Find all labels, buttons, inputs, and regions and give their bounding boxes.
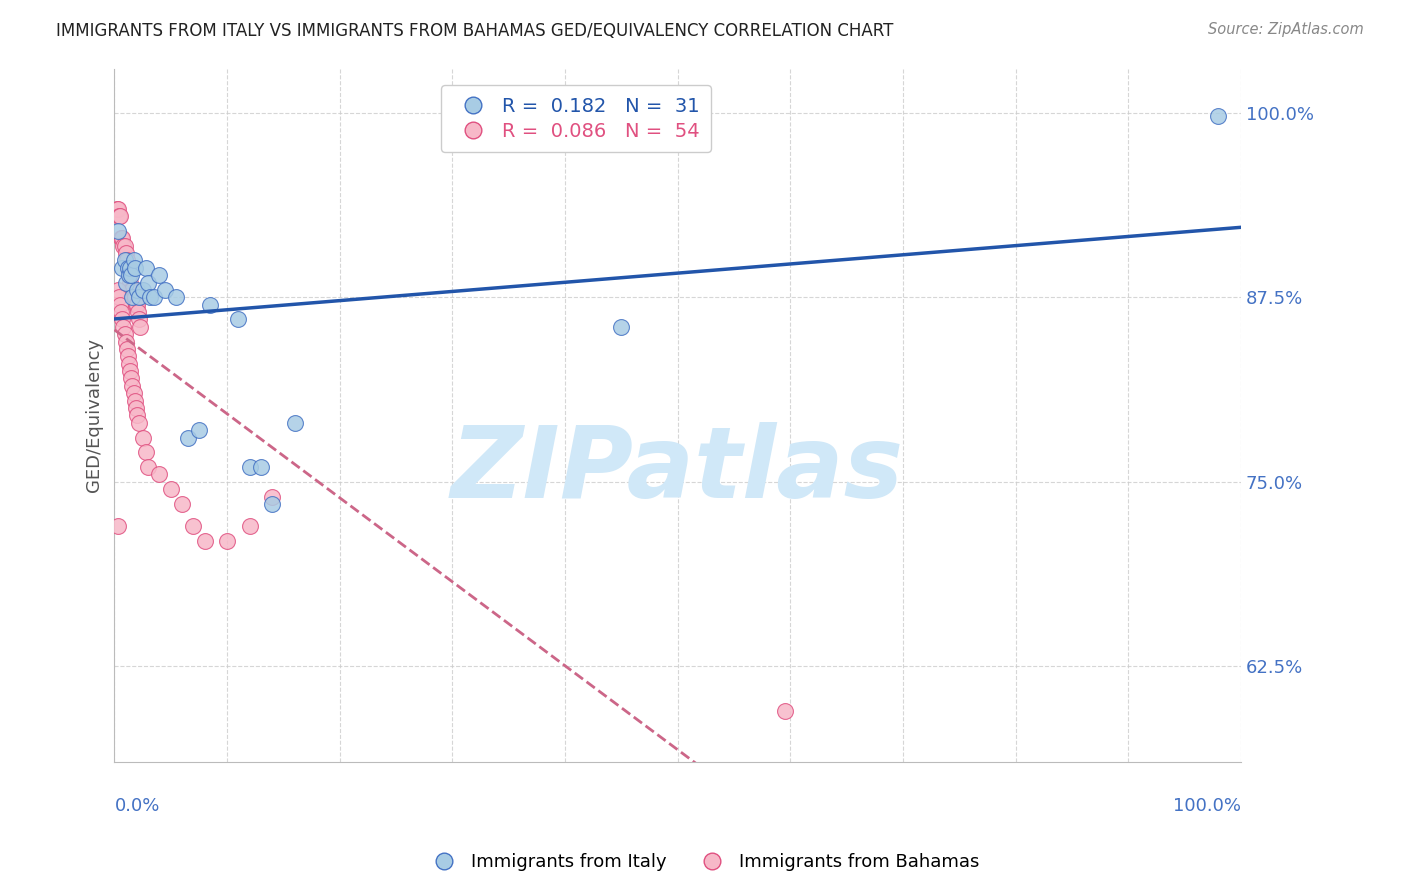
Point <box>127 305 149 319</box>
Point <box>159 482 181 496</box>
Point <box>114 276 136 290</box>
Text: Source: ZipAtlas.com: Source: ZipAtlas.com <box>1208 22 1364 37</box>
Text: IMMIGRANTS FROM ITALY VS IMMIGRANTS FROM BAHAMAS GED/EQUIVALENCY CORRELATION CHA: IMMIGRANTS FROM ITALY VS IMMIGRANTS FROM… <box>56 22 894 40</box>
Point <box>114 253 136 268</box>
Point <box>129 319 152 334</box>
Point <box>136 276 159 290</box>
Point <box>111 231 134 245</box>
Point <box>121 290 143 304</box>
Point <box>165 290 187 304</box>
Point <box>124 290 146 304</box>
Point <box>124 260 146 275</box>
Point <box>118 268 141 282</box>
Point <box>114 327 136 342</box>
Point <box>108 209 131 223</box>
Point <box>153 283 176 297</box>
Point <box>111 260 134 275</box>
Point <box>125 283 148 297</box>
Legend: Immigrants from Italy, Immigrants from Bahamas: Immigrants from Italy, Immigrants from B… <box>419 847 987 879</box>
Point <box>120 283 142 297</box>
Point <box>110 231 132 245</box>
Point <box>122 253 145 268</box>
Point <box>250 460 273 475</box>
Point <box>142 290 165 304</box>
Point <box>773 704 796 718</box>
Point <box>120 268 142 282</box>
Point <box>139 290 162 304</box>
Point <box>1206 109 1229 123</box>
Point <box>135 260 157 275</box>
Point <box>128 416 150 430</box>
Point <box>108 290 131 304</box>
Point <box>262 497 284 511</box>
Point <box>125 401 148 415</box>
Point <box>122 386 145 401</box>
Point <box>114 334 136 349</box>
Point <box>170 497 193 511</box>
Point <box>226 312 249 326</box>
Point <box>148 467 170 482</box>
Point <box>131 430 153 444</box>
Point <box>610 319 633 334</box>
Point <box>125 298 148 312</box>
Point <box>115 342 138 356</box>
Legend: R =  0.182   N =  31, R =  0.086   N =  54: R = 0.182 N = 31, R = 0.086 N = 54 <box>441 85 711 153</box>
Point <box>120 371 142 385</box>
Point <box>122 290 145 304</box>
Point <box>148 268 170 282</box>
Point <box>181 519 204 533</box>
Point <box>112 238 135 252</box>
Point <box>118 357 141 371</box>
Point <box>136 460 159 475</box>
Point <box>135 445 157 459</box>
Point <box>120 364 142 378</box>
Point <box>124 393 146 408</box>
Point <box>107 283 129 297</box>
Point <box>107 519 129 533</box>
Point <box>125 298 148 312</box>
Point <box>131 283 153 297</box>
Point <box>193 533 215 548</box>
Point <box>111 312 134 326</box>
Point <box>105 202 128 216</box>
Point <box>108 209 131 223</box>
Text: 0.0%: 0.0% <box>114 797 160 815</box>
Point <box>107 224 129 238</box>
Point <box>120 260 142 275</box>
Point <box>115 253 138 268</box>
Point <box>239 460 262 475</box>
Point <box>284 416 307 430</box>
Point <box>117 260 139 275</box>
Point <box>198 298 221 312</box>
Point <box>117 349 139 363</box>
Point <box>108 298 131 312</box>
Point <box>187 423 209 437</box>
Text: 100.0%: 100.0% <box>1173 797 1241 815</box>
Point <box>176 430 198 444</box>
Point <box>125 409 148 423</box>
Point <box>107 202 129 216</box>
Y-axis label: GED/Equivalency: GED/Equivalency <box>86 338 103 492</box>
Point <box>128 312 150 326</box>
Point <box>112 319 135 334</box>
Point <box>117 260 139 275</box>
Point <box>239 519 262 533</box>
Point <box>120 276 142 290</box>
Point <box>121 283 143 297</box>
Point <box>262 490 284 504</box>
Text: ZIPatlas: ZIPatlas <box>451 423 904 519</box>
Point <box>114 238 136 252</box>
Point <box>118 268 141 282</box>
Point <box>114 246 136 260</box>
Point <box>215 533 238 548</box>
Point <box>110 305 132 319</box>
Point <box>128 290 150 304</box>
Point <box>121 379 143 393</box>
